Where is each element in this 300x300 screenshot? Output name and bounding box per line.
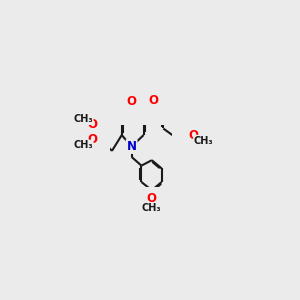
Text: O: O — [147, 192, 157, 205]
Text: CH₃: CH₃ — [194, 136, 214, 146]
Text: N: N — [127, 140, 136, 153]
Text: CH₃: CH₃ — [73, 140, 93, 150]
Text: O: O — [87, 134, 97, 146]
Text: CH₃: CH₃ — [73, 114, 93, 124]
Text: O: O — [148, 94, 158, 107]
Text: CH₃: CH₃ — [142, 203, 162, 213]
Text: O: O — [87, 118, 97, 131]
Text: O: O — [127, 95, 136, 108]
Text: O: O — [188, 129, 198, 142]
